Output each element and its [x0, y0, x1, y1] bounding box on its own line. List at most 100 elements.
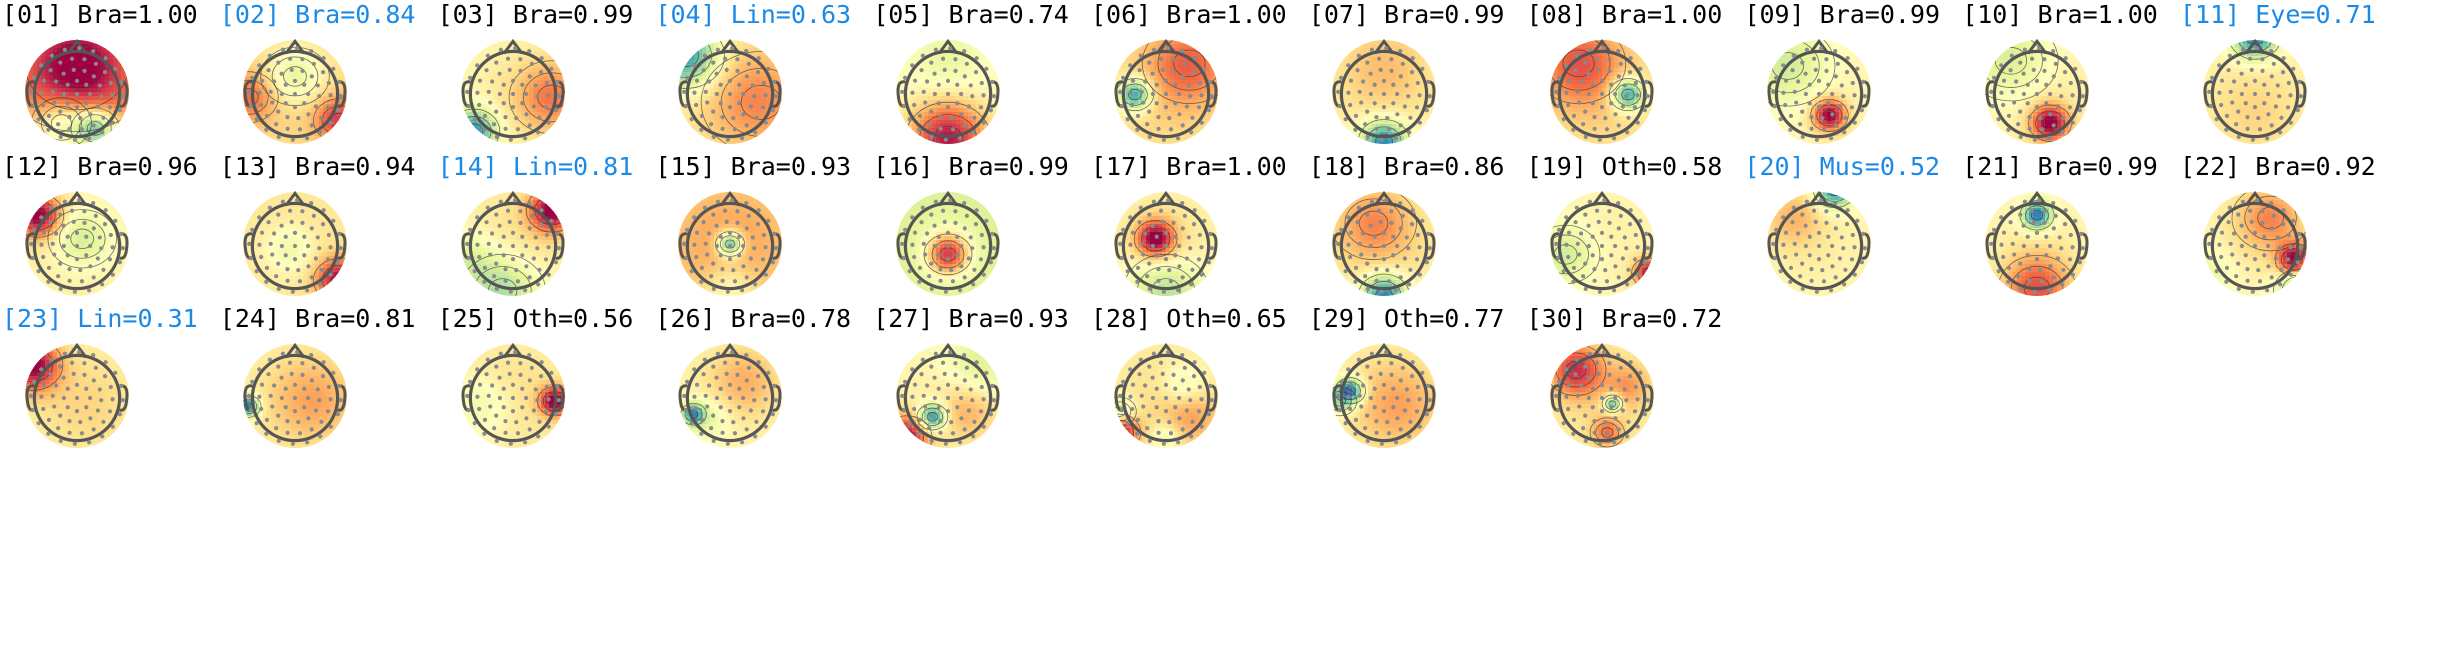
electrode-dot [1381, 91, 1386, 97]
electrode-dot [1853, 120, 1858, 125]
electrode-dot [901, 408, 907, 413]
electrode-dot [1160, 219, 1165, 224]
electrode-dot [1384, 268, 1390, 273]
right-ear-outline [772, 384, 782, 412]
electrode-dot [970, 398, 975, 403]
nose-outline [66, 190, 88, 207]
electrode-dot [1378, 219, 1383, 224]
electrode-dot [1120, 75, 1126, 80]
electrode-dot [2051, 48, 2056, 54]
electrode-dot [953, 57, 958, 62]
electrode-dot [2266, 112, 2271, 117]
electrode-dot [246, 241, 252, 246]
electrode-dot [933, 199, 939, 204]
electrode-dot [689, 117, 695, 122]
electrode-dot [745, 74, 750, 79]
scalp-field [1114, 344, 1218, 448]
electrode-dot [1606, 209, 1612, 214]
electrode-dot [692, 215, 697, 220]
electrode-dot [1415, 80, 1420, 86]
electrode-dot [2051, 226, 2057, 231]
contour-line [330, 272, 347, 289]
electrode-dot [910, 367, 915, 372]
electrode-dot [477, 382, 482, 387]
electrode-dot [692, 63, 697, 68]
electrode-dot [2286, 80, 2291, 86]
electrode-dot [472, 421, 477, 426]
electrode-dot [1424, 260, 1429, 265]
electrode-dot [502, 267, 508, 272]
electrode-dot [328, 397, 333, 402]
contour-line [1357, 273, 1410, 296]
topomap [2203, 190, 2307, 296]
electrode-dot [1599, 409, 1604, 414]
electrode-dot [1637, 66, 1643, 71]
electrode-dot [1156, 126, 1161, 131]
electrode-dot [69, 360, 75, 365]
electrode-dot [1180, 200, 1185, 206]
contour-line [2025, 205, 2050, 226]
topomap [1985, 190, 2090, 296]
electrode-dot [497, 223, 502, 228]
electrode-dot [1383, 350, 1389, 355]
electrode-dot [731, 420, 736, 425]
electrode-dot [962, 200, 967, 206]
electrode-dot [728, 409, 733, 414]
electrode-dot [74, 382, 80, 387]
electrode-dot [2252, 243, 2258, 249]
component-label: [23] Lin=0.31 [2, 304, 198, 333]
electrode-dot [1845, 222, 1850, 227]
electrode-dot [491, 122, 496, 127]
right-ear-outline [990, 80, 1000, 108]
contour-line [1767, 40, 1821, 94]
electrode-dot [466, 256, 471, 261]
electrode-dot [756, 56, 762, 61]
electrode-dot [336, 231, 342, 236]
component-cell: [30] Bra=0.72 [1527, 304, 1753, 526]
head-outline [1339, 353, 1429, 443]
electrode-dot [65, 386, 70, 391]
electrode-dot [2077, 260, 2083, 265]
electrode-dot [87, 136, 92, 141]
electrode-dot [467, 227, 472, 232]
electrode-dot [1402, 408, 1407, 413]
electrode-dot [1628, 360, 1633, 365]
component-cell: [12] Bra=0.96 [2, 152, 228, 374]
electrode-dot [1358, 100, 1364, 105]
electrode-dot [1405, 398, 1411, 403]
electrode-dot [467, 379, 472, 384]
electrode-dot [108, 80, 113, 86]
electrode-dot [1404, 387, 1409, 392]
electrode-dot [1130, 230, 1136, 235]
nose-outline [1809, 38, 1830, 55]
electrode-dot [2031, 219, 2037, 224]
electrode-dot [728, 78, 733, 83]
electrode-dot [1156, 267, 1161, 272]
electrode-dot [728, 395, 733, 401]
electrode-dot [285, 267, 290, 272]
electrode-dot [2252, 78, 2258, 83]
head-outline [1992, 49, 2082, 139]
contour-line [1173, 49, 1206, 78]
electrode-dot [1574, 357, 1579, 362]
electrode-dot [1125, 117, 1130, 122]
electrode-dot [305, 395, 311, 401]
electrode-dot [968, 387, 974, 392]
electrode-dot [326, 80, 331, 86]
electrode-dot [756, 374, 761, 379]
electrode-dot [2040, 127, 2045, 132]
electrode-dot [2236, 286, 2241, 292]
electrode-dot [1368, 375, 1373, 380]
electrode-dot [1156, 419, 1161, 424]
electrode-dot [74, 230, 80, 235]
electrode-dot [30, 408, 35, 413]
electrode-dot [485, 357, 490, 362]
electrode-dot [962, 378, 968, 383]
electrode-dot [735, 220, 741, 225]
electrode-dot [1427, 94, 1432, 99]
electrode-dot [1809, 267, 1814, 272]
electrode-dot [1798, 274, 1803, 279]
electrode-dot [735, 57, 740, 62]
electrode-dot [2022, 47, 2028, 52]
contour-line [725, 239, 736, 249]
